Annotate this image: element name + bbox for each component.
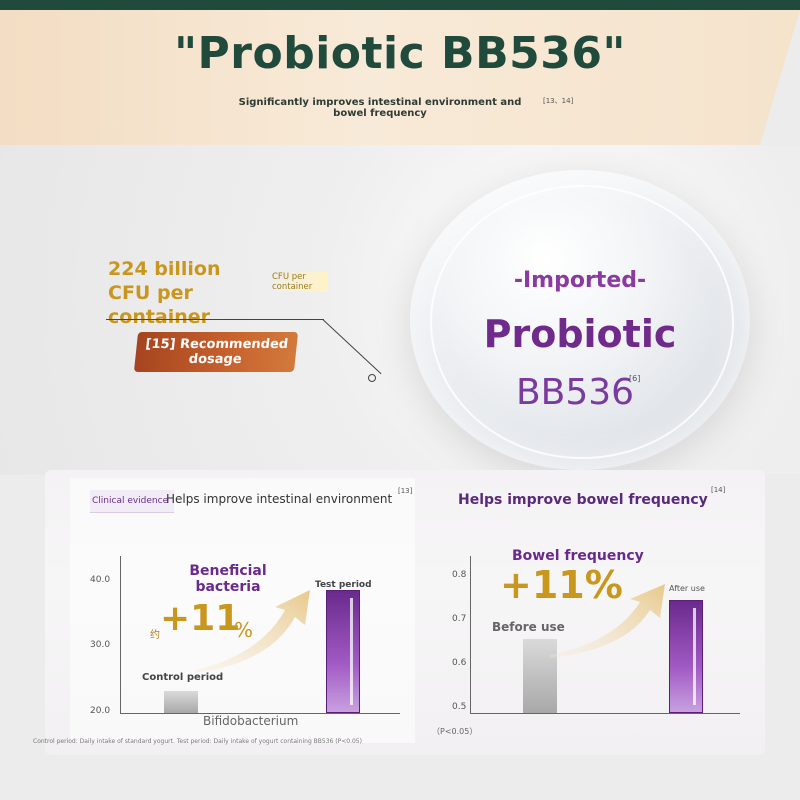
- right-y-tick: 0.5: [452, 702, 467, 712]
- left-callout-value: +11: [160, 598, 241, 639]
- left-y-tick: 20.0: [90, 706, 111, 716]
- left-y-tick: 30.0: [90, 640, 111, 650]
- bar-highlight: [693, 607, 696, 705]
- right-chart-heading: Helps improve bowel frequency: [458, 492, 708, 508]
- sphere-ring: [430, 185, 734, 459]
- left-chart-heading: Helps improve intestinal environment: [166, 492, 393, 506]
- after-use-label: After use: [669, 584, 705, 593]
- approx-prefix: 约: [150, 630, 160, 641]
- left-chart-reference: [13]: [398, 487, 413, 495]
- dosage-badge: [15] Recommended dosage: [133, 332, 299, 372]
- before-use-label: Before use: [492, 620, 565, 634]
- left-callout-unit: %: [234, 618, 254, 642]
- right-callout-value: +11%: [500, 563, 623, 607]
- page-subtitle: Significantly improves intestinal enviro…: [238, 97, 522, 119]
- right-y-tick: 0.7: [452, 614, 467, 624]
- left-bar-test: [326, 589, 360, 713]
- page-title: "Probiotic BB536": [174, 28, 626, 79]
- sphere-strain-label: BB536: [515, 372, 635, 413]
- subtitle-reference: [13、14]: [543, 97, 574, 105]
- left-x-label: Bifidobacterium: [203, 714, 299, 728]
- right-y-axis: [470, 556, 471, 714]
- control-period-label: Control period: [142, 672, 224, 683]
- growth-arrow: [550, 584, 665, 658]
- right-callout-title: Bowel frequency: [512, 548, 644, 564]
- growth-arrow: [195, 590, 310, 673]
- cfu-unit-note: CFU per container: [272, 272, 328, 292]
- top-bar: [0, 0, 800, 10]
- sphere-probiotic-label: Probiotic: [483, 312, 677, 356]
- p-value-note: （P<0.05）: [432, 727, 478, 736]
- right-chart-reference: [14]: [711, 486, 726, 494]
- left-y-tick: 40.0: [90, 575, 111, 585]
- clinical-evidence-tag: Clinical evidence: [90, 490, 174, 513]
- footnote: Control period: Daily intake of standard…: [33, 738, 362, 745]
- cfu-amount: 224 billion CFU per container: [108, 258, 221, 328]
- test-period-label: Test period: [315, 580, 372, 590]
- right-y-tick: 0.8: [452, 570, 467, 580]
- right-y-tick: 0.6: [452, 658, 467, 668]
- header-banner: [0, 10, 800, 145]
- left-callout-title: Beneficial bacteria: [189, 563, 267, 595]
- right-bar-before: [523, 638, 557, 713]
- left-x-axis: [120, 713, 400, 714]
- left-y-axis: [120, 556, 121, 714]
- bar-highlight: [350, 597, 353, 705]
- right-bar-after: [669, 599, 703, 713]
- sphere-reference: [6]: [629, 374, 641, 383]
- leader-line: [106, 319, 324, 320]
- left-bar-control: [164, 690, 198, 713]
- right-x-axis: [470, 713, 740, 714]
- sphere-imported-label: -Imported-: [513, 268, 647, 293]
- leader-dot: [368, 374, 376, 382]
